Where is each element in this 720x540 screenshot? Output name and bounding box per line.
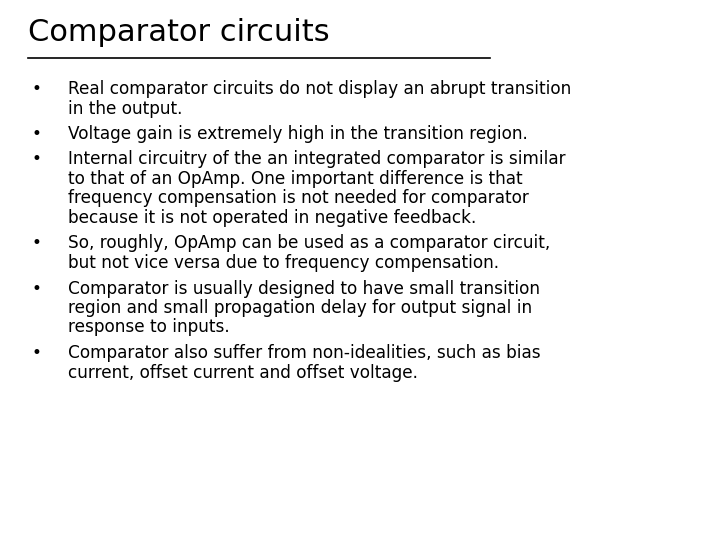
Text: •: • (31, 344, 41, 362)
Text: but not vice versa due to frequency compensation.: but not vice versa due to frequency comp… (68, 254, 499, 272)
Text: Comparator circuits: Comparator circuits (28, 18, 330, 47)
Text: region and small propagation delay for output signal in: region and small propagation delay for o… (68, 299, 532, 317)
Text: Internal circuitry of the an integrated comparator is similar: Internal circuitry of the an integrated … (68, 151, 566, 168)
Text: •: • (31, 80, 41, 98)
Text: because it is not operated in negative feedback.: because it is not operated in negative f… (68, 209, 477, 227)
Text: to that of an OpAmp. One important difference is that: to that of an OpAmp. One important diffe… (68, 170, 523, 188)
Text: in the output.: in the output. (68, 99, 182, 118)
Text: Comparator also suffer from non-idealities, such as bias: Comparator also suffer from non-idealiti… (68, 344, 541, 362)
Text: Comparator is usually designed to have small transition: Comparator is usually designed to have s… (68, 280, 540, 298)
Text: response to inputs.: response to inputs. (68, 319, 230, 336)
Text: •: • (31, 151, 41, 168)
Text: frequency compensation is not needed for comparator: frequency compensation is not needed for… (68, 190, 529, 207)
Text: So, roughly, OpAmp can be used as a comparator circuit,: So, roughly, OpAmp can be used as a comp… (68, 234, 550, 253)
Text: •: • (31, 125, 41, 143)
Text: Real comparator circuits do not display an abrupt transition: Real comparator circuits do not display … (68, 80, 571, 98)
Text: current, offset current and offset voltage.: current, offset current and offset volta… (68, 363, 418, 381)
Text: Voltage gain is extremely high in the transition region.: Voltage gain is extremely high in the tr… (68, 125, 528, 143)
Text: •: • (31, 234, 41, 253)
Text: •: • (31, 280, 41, 298)
